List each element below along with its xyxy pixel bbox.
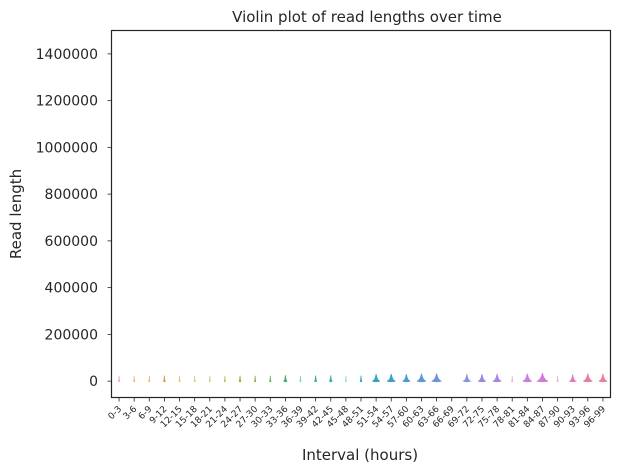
y-tick-label: 1400000 [36, 47, 98, 63]
violin-87-90 [556, 375, 559, 383]
y-tick-label: 400000 [45, 281, 98, 297]
violin-24-27 [238, 375, 242, 383]
violin-75-78 [492, 373, 502, 383]
x-axis: 0-33-66-99-1212-1515-1818-2121-2424-2727… [107, 397, 608, 430]
y-axis-title: Read length [7, 169, 25, 259]
violin-3-6 [133, 375, 136, 383]
violin-0-3 [117, 375, 121, 383]
violin-96-99 [598, 373, 608, 383]
violin-78-81 [511, 375, 514, 383]
chart-title: Violin plot of read lengths over time [232, 8, 502, 26]
violin-27-30 [253, 375, 257, 383]
x-tick-label: 3-6 [122, 404, 140, 422]
y-tick-label: 1200000 [36, 94, 98, 110]
violin-42-45 [328, 375, 333, 383]
violin-63-66 [431, 373, 442, 383]
violins [117, 373, 608, 383]
violin-36-39 [299, 375, 302, 383]
violin-84-87 [536, 373, 549, 383]
plot-area-frame [110, 29, 612, 399]
violin-6-9 [148, 375, 151, 383]
violin-21-24 [223, 375, 226, 383]
y-tick-label: 600000 [45, 234, 98, 250]
y-tick-label: 800000 [45, 187, 98, 203]
y-tick-label: 0 [89, 374, 98, 390]
violin-57-60 [402, 374, 411, 383]
x-tick-label: 0-3 [107, 405, 124, 422]
violin-18-21 [208, 375, 211, 383]
violin-48-51 [359, 375, 363, 383]
violin-72-75 [478, 374, 486, 383]
y-tick-label: 200000 [45, 327, 98, 343]
violin-69-72 [461, 374, 472, 383]
violin-12-15 [178, 375, 181, 383]
violin-81-84 [522, 373, 532, 383]
violin-93-96 [583, 373, 593, 383]
y-axis: 0 200000 400000 600000 800000 1000000 1200000 1… [36, 47, 112, 390]
violin-51-54 [372, 374, 381, 383]
violin-60-63 [416, 373, 427, 383]
y-tick-label: 1000000 [36, 140, 98, 156]
violin-39-42 [313, 375, 318, 383]
violin-30-33 [269, 375, 272, 383]
x-axis-title: Interval (hours) [302, 446, 418, 464]
violin-45-48 [344, 375, 347, 383]
violin-33-36 [283, 375, 288, 383]
violin-54-57 [386, 373, 396, 383]
violin-15-18 [193, 375, 196, 383]
violin-9-12 [162, 375, 166, 383]
violin-90-93 [568, 374, 578, 383]
